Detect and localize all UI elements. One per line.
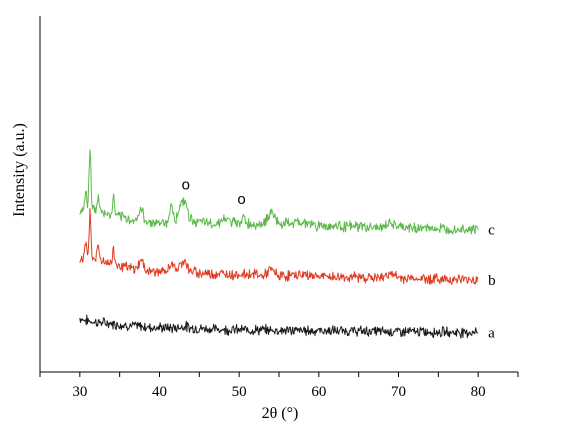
x-tick-label: 40	[152, 384, 167, 400]
x-ticks: 30 40 50 60 70 80	[39, 372, 519, 400]
series-group	[79, 149, 479, 339]
x-tick-label: 30	[72, 384, 87, 400]
series-label-a: a	[488, 325, 495, 341]
y-axis-title: Intensity (a.u.)	[11, 123, 28, 217]
annotations: oo	[182, 176, 246, 208]
x-axis-title: 2θ (°)	[262, 405, 299, 422]
series-label-b: b	[488, 273, 496, 289]
x-tick-label: 60	[311, 384, 326, 400]
series-line-a	[79, 314, 479, 339]
x-tick-label: 80	[471, 384, 486, 400]
series-labels: a b c	[488, 222, 496, 341]
series-line-b	[79, 207, 479, 285]
peak-marker-label: o	[237, 191, 245, 208]
x-tick-label: 50	[232, 384, 247, 400]
series-label-c: c	[488, 222, 495, 238]
peak-marker-label: o	[182, 176, 190, 193]
x-tick-label: 70	[391, 384, 406, 400]
series-line-c	[79, 149, 479, 235]
